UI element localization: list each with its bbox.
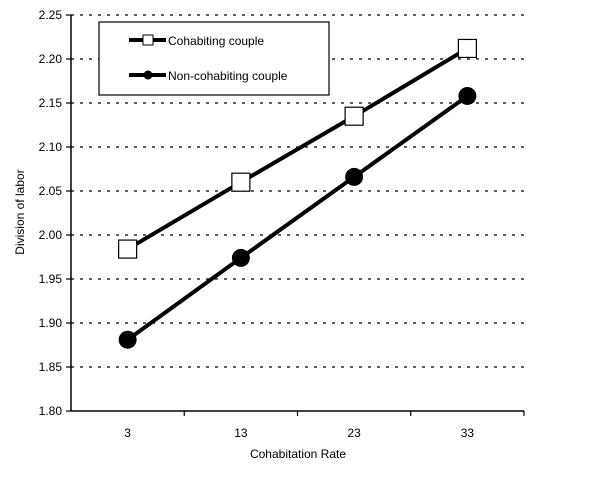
y-tick-label: 1.80 [39, 404, 63, 418]
series-line [126, 46, 469, 251]
circle-data-point [118, 330, 137, 349]
y-tick-label: 2.25 [39, 8, 63, 22]
y-tick-label: 2.05 [39, 184, 63, 198]
y-tick-label: 2.15 [39, 96, 63, 110]
legend-label-cohabiting: Cohabiting couple [168, 34, 264, 48]
legend-box [98, 21, 330, 96]
y-tick-label: 1.90 [39, 316, 63, 330]
circle-data-point [345, 167, 364, 186]
legend-label-non-cohabiting: Non-cohabiting couple [168, 69, 288, 83]
series-lines [118, 38, 477, 349]
x-axis-label: Cohabitation Rate [250, 447, 346, 461]
square-data-point [457, 38, 477, 59]
circle-marker-icon [143, 70, 153, 80]
y-tick-label: 2.00 [39, 228, 63, 242]
square-data-point [118, 239, 138, 259]
x-tick-label: 13 [234, 426, 248, 440]
y-axis-label: Division of labor [13, 169, 27, 254]
x-tick-labels: 3 13 23 33 [124, 411, 525, 440]
y-tick-label: 1.95 [39, 272, 63, 286]
y-tick-label: 2.10 [39, 140, 63, 154]
square-data-point [344, 106, 364, 126]
square-marker-icon [142, 34, 154, 46]
y-tick-label: 1.85 [39, 360, 63, 374]
series-line [126, 94, 469, 342]
circle-data-point [458, 86, 477, 105]
square-data-point [231, 172, 251, 192]
y-tick-label: 2.20 [39, 52, 63, 66]
x-tick-label: 23 [347, 426, 361, 440]
y-tick-labels: 1.80 1.85 1.90 1.95 2.00 2.05 2.10 2.15 2.20 2.25 [39, 8, 71, 418]
legend: Cohabiting couple Non-cohabiting couple [98, 21, 330, 96]
x-tick-label: 33 [461, 426, 475, 440]
x-tick-label: 3 [124, 426, 131, 440]
circle-data-point [231, 248, 250, 267]
